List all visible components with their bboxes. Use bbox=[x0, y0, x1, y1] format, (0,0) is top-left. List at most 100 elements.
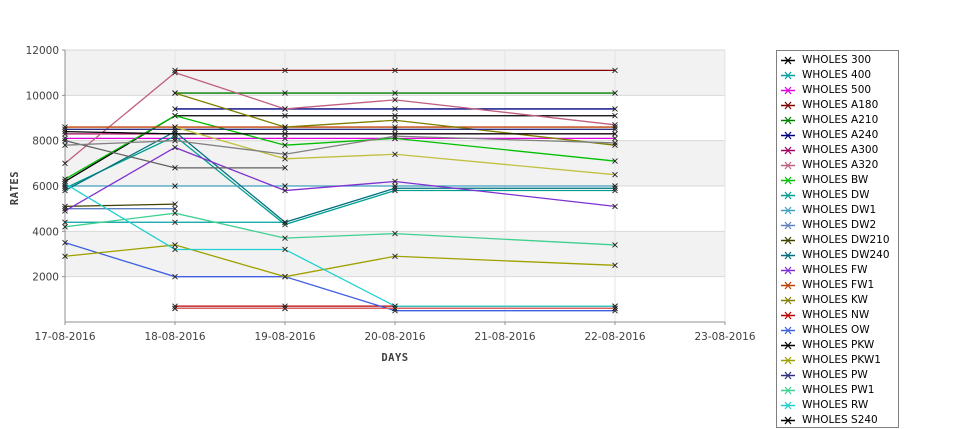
data-point-marker bbox=[172, 165, 178, 171]
x-tick-label: 23-08-2016 bbox=[694, 331, 755, 343]
data-point-marker bbox=[172, 67, 178, 74]
data-point-marker bbox=[282, 246, 288, 253]
data-point-marker bbox=[392, 117, 398, 124]
data-point-marker bbox=[172, 210, 178, 217]
legend-label: WHOLES NW bbox=[802, 309, 870, 321]
data-point-marker bbox=[392, 253, 398, 260]
data-point-marker bbox=[612, 67, 618, 74]
x-tick-label: 22-08-2016 bbox=[584, 331, 645, 343]
data-point-marker bbox=[172, 242, 178, 248]
legend-swatch-icon bbox=[781, 131, 795, 140]
data-point-marker bbox=[282, 112, 288, 119]
data-point-marker bbox=[392, 112, 398, 119]
data-point-marker bbox=[612, 112, 618, 119]
legend-swatch-icon bbox=[781, 311, 795, 320]
data-point-marker bbox=[172, 219, 178, 226]
data-point-marker bbox=[172, 183, 178, 189]
data-point-marker bbox=[62, 223, 68, 230]
data-point-marker bbox=[62, 180, 68, 187]
legend-label: WHOLES PW1 bbox=[802, 384, 875, 396]
legend-swatch-icon bbox=[781, 416, 795, 425]
legend-item: WHOLES PW bbox=[777, 368, 898, 383]
data-point-marker bbox=[172, 137, 178, 144]
data-point-marker bbox=[172, 131, 178, 137]
y-tick-label: 10000 bbox=[26, 90, 59, 102]
legend-swatch-icon bbox=[781, 266, 795, 275]
legend-label: WHOLES PKW1 bbox=[802, 354, 881, 366]
legend-swatch-icon bbox=[781, 401, 795, 410]
data-point-marker bbox=[62, 137, 68, 144]
legend-label: WHOLES A300 bbox=[802, 144, 879, 156]
data-point-marker bbox=[62, 239, 68, 246]
y-tick-label: 6000 bbox=[32, 181, 59, 193]
legend-label: WHOLES A320 bbox=[802, 159, 879, 171]
legend-swatch-icon bbox=[781, 71, 795, 80]
legend-swatch-icon bbox=[781, 341, 795, 350]
data-point-marker bbox=[392, 185, 398, 192]
series-line bbox=[174, 92, 616, 146]
data-point-marker bbox=[612, 135, 618, 142]
legend-label: WHOLES PKW bbox=[802, 339, 875, 351]
legend-label: WHOLES S240 bbox=[802, 414, 878, 426]
data-point-marker bbox=[392, 106, 398, 112]
legend-swatch-icon bbox=[781, 326, 795, 335]
legend-item: WHOLES NW bbox=[777, 308, 898, 323]
x-tick-label: 17-08-2016 bbox=[34, 331, 95, 343]
legend-swatch-icon bbox=[781, 206, 795, 215]
data-point-marker bbox=[612, 131, 618, 137]
legend-item: WHOLES FW bbox=[777, 263, 898, 278]
series-line bbox=[64, 203, 176, 208]
data-point-marker bbox=[172, 305, 178, 312]
legend-item: WHOLES 300 bbox=[777, 53, 898, 68]
data-point-marker bbox=[282, 131, 288, 137]
data-point-marker bbox=[392, 305, 398, 312]
data-point-marker bbox=[62, 187, 68, 194]
data-point-marker bbox=[62, 203, 68, 210]
legend-item: WHOLES 400 bbox=[777, 68, 898, 83]
data-point-marker bbox=[282, 235, 288, 241]
data-point-marker bbox=[62, 176, 68, 183]
data-point-marker bbox=[172, 112, 178, 119]
data-point-marker bbox=[172, 246, 178, 253]
legend-label: WHOLES A210 bbox=[802, 114, 879, 126]
legend-label: WHOLES KW bbox=[802, 294, 868, 306]
x-tick-label: 19-08-2016 bbox=[254, 331, 315, 343]
data-point-marker bbox=[282, 305, 288, 312]
data-point-marker bbox=[282, 142, 288, 149]
data-point-marker bbox=[62, 135, 68, 142]
legend-swatch-icon bbox=[781, 371, 795, 380]
legend-swatch-icon bbox=[781, 101, 795, 110]
data-point-marker bbox=[282, 106, 288, 112]
legend-item: WHOLES 500 bbox=[777, 83, 898, 98]
data-point-marker bbox=[612, 158, 618, 164]
data-point-marker bbox=[282, 67, 288, 74]
legend-label: WHOLES DW1 bbox=[802, 204, 877, 216]
legend-label: WHOLES A180 bbox=[802, 99, 879, 111]
legend-swatch-icon bbox=[781, 221, 795, 230]
legend-swatch-icon bbox=[781, 86, 795, 95]
chart-legend: WHOLES 300 WHOLES 400 WHOLES 500 WHOLES A18… bbox=[776, 50, 899, 428]
data-point-marker bbox=[392, 178, 398, 185]
data-point-marker bbox=[282, 90, 288, 96]
legend-label: WHOLES DW2 bbox=[802, 219, 877, 231]
legend-item: WHOLES S240 bbox=[777, 413, 898, 427]
y-tick-label: 4000 bbox=[32, 226, 59, 238]
x-axis-title: DAYS bbox=[381, 352, 408, 364]
legend-item: WHOLES RW bbox=[777, 398, 898, 413]
data-point-marker bbox=[282, 183, 288, 189]
data-point-marker bbox=[392, 90, 398, 96]
data-point-marker bbox=[612, 126, 618, 133]
data-point-marker bbox=[172, 106, 178, 112]
data-point-marker bbox=[172, 124, 178, 130]
data-point-marker bbox=[62, 253, 68, 260]
data-point-marker bbox=[62, 160, 68, 167]
data-point-marker bbox=[282, 273, 288, 280]
data-point-marker bbox=[282, 126, 288, 133]
legend-item: WHOLES DW bbox=[777, 188, 898, 203]
data-point-marker bbox=[282, 219, 288, 226]
legend-item: WHOLES A240 bbox=[777, 128, 898, 143]
data-point-marker bbox=[612, 203, 618, 210]
data-point-marker bbox=[172, 90, 178, 96]
legend-swatch-icon bbox=[781, 116, 795, 125]
